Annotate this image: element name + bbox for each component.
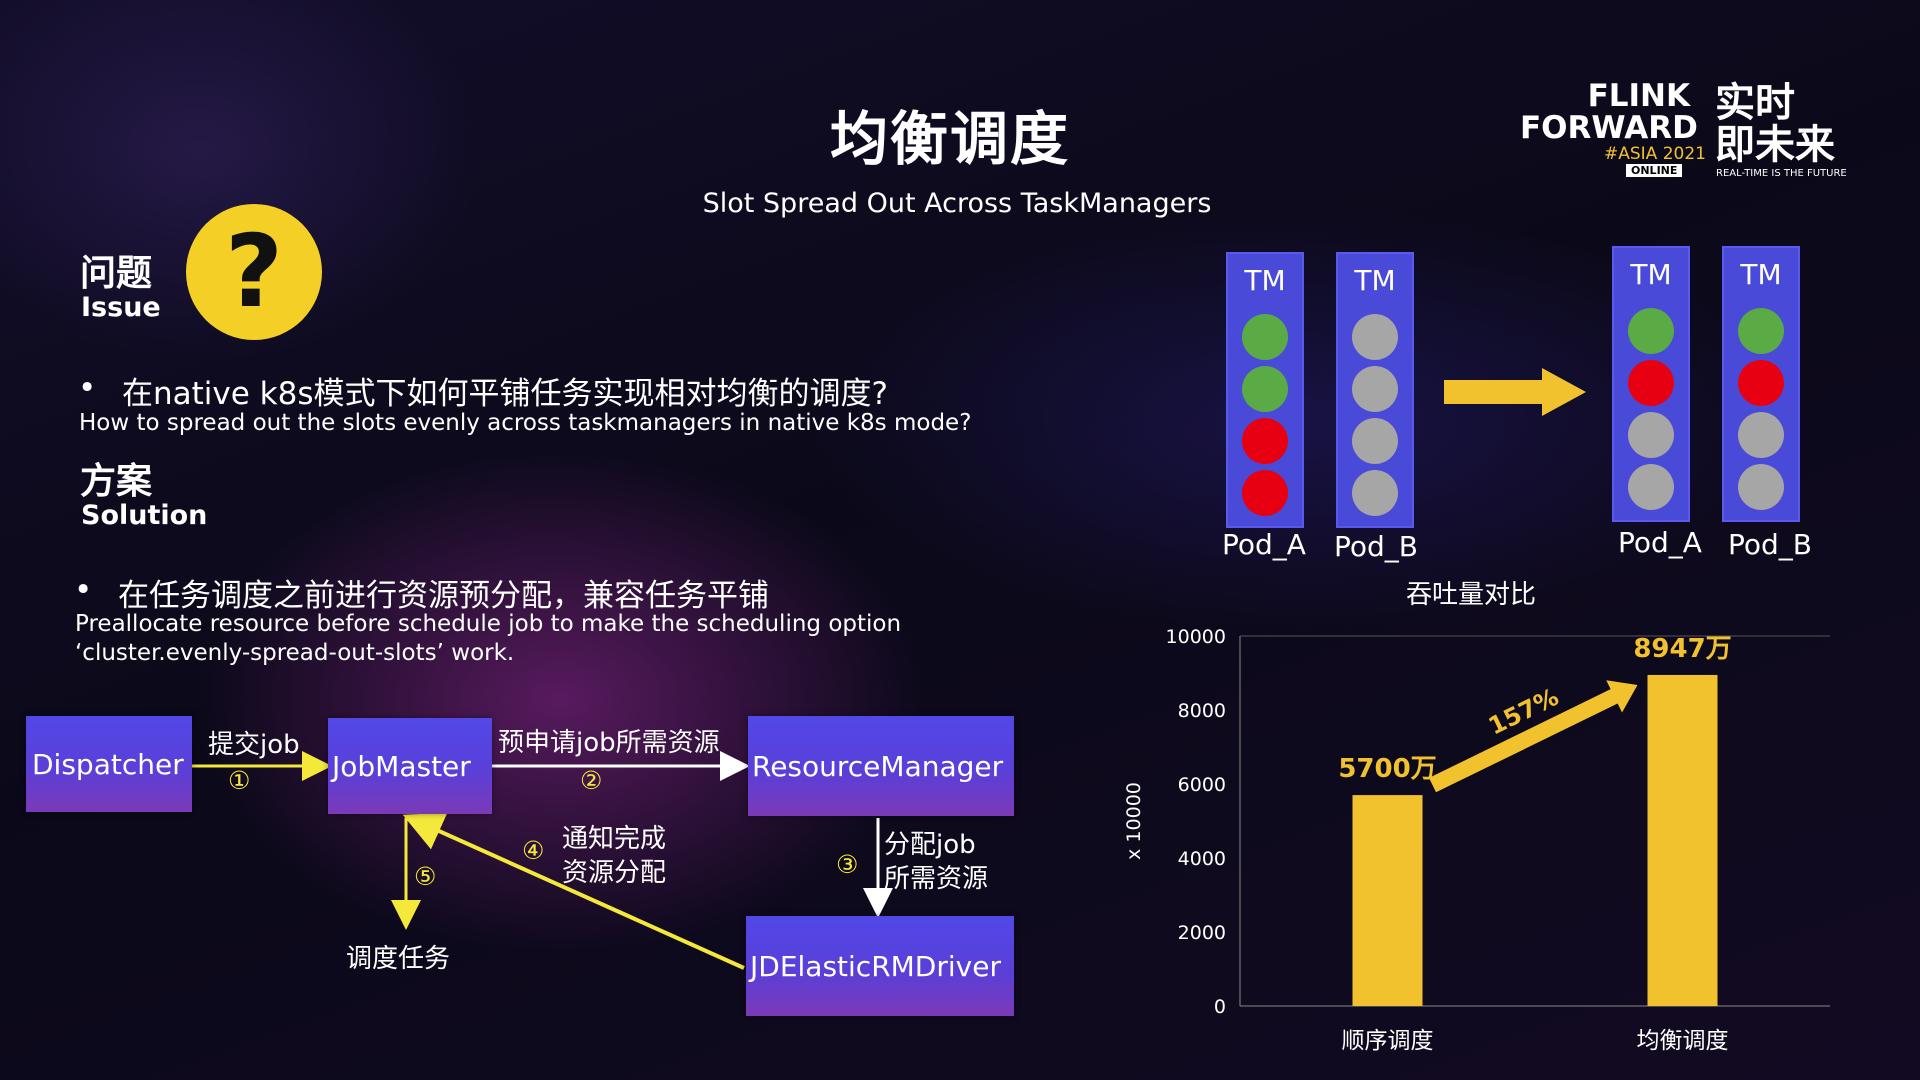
issue-heading-en: Issue (81, 292, 161, 323)
y-tick-label: 0 (1214, 996, 1226, 1018)
solution-text-cn: 在任务调度之前进行资源预分配，兼容任务平铺 (118, 578, 769, 614)
bar (1352, 795, 1423, 1006)
tm-label: TM (1630, 258, 1672, 291)
step4-label: 通知完成 资源分配 (562, 822, 666, 890)
step4-label-line2: 资源分配 (562, 858, 667, 888)
solution-text-en-line2: ‘cluster.evenly-spread-out-slots’ work. (75, 640, 515, 666)
logo-text: FLINK FORWARD (1520, 78, 1698, 146)
step4-number: ④ (522, 836, 545, 865)
logo-line1: FLINK (1587, 78, 1690, 114)
issue-text-cn: 在native k8s模式下如何平铺任务实现相对均衡的调度? (122, 376, 888, 412)
logo-online-badge: ONLINE (1626, 164, 1683, 177)
step5-label: 调度任务 (346, 944, 451, 974)
slot-gray-dot (1738, 412, 1784, 458)
slot-gray-dot (1352, 470, 1398, 516)
slot-red-dot (1242, 418, 1288, 464)
slot-green-dot (1242, 314, 1288, 360)
solution-bullet: • (74, 572, 93, 608)
issue-bullet: • (78, 370, 97, 406)
solution-heading-cn: 方案 (80, 461, 153, 502)
y-axis-label: x 10000 (1123, 782, 1145, 860)
issue-text-en: How to spread out the slots evenly acros… (79, 410, 972, 436)
slot-gray-dot (1352, 418, 1398, 464)
slot-gray-dot (1628, 464, 1674, 510)
pod-label-after-a: Pod_A (1618, 526, 1702, 559)
chart-title: 吞吐量对比 (1406, 580, 1537, 610)
transition-arrow-icon (1444, 368, 1586, 416)
slot-red-dot (1242, 470, 1288, 516)
tm-before-pod-b: TM (1336, 252, 1414, 528)
slot-gray-dot (1628, 412, 1674, 458)
tm-after-pod-a: TM (1612, 246, 1690, 522)
y-tick-label: 6000 (1178, 774, 1226, 796)
tm-label: TM (1354, 264, 1396, 297)
question-mark-icon: ? (186, 204, 322, 340)
jobmaster-box: JobMaster (328, 718, 492, 814)
y-tick-label: 2000 (1178, 922, 1226, 944)
x-category-label: 顺序调度 (1342, 1028, 1434, 1054)
bar (1647, 674, 1718, 1006)
issue-heading-cn: 问题 (80, 253, 153, 294)
step1-number: ① (228, 766, 251, 795)
logo-tagline: REAL-TIME IS THE FUTURE (1716, 168, 1847, 179)
tm-before-pod-a: TM (1226, 252, 1304, 528)
step2-number: ② (580, 766, 603, 795)
slot-green-dot (1738, 308, 1784, 354)
arrow-step4 (402, 812, 745, 970)
step3-label: 分配job 所需资源 (884, 828, 988, 896)
tm-after-pod-b: TM (1722, 246, 1800, 522)
slot-red-dot (1738, 360, 1784, 406)
tm-label: TM (1740, 258, 1782, 291)
pod-label-before-a: Pod_A (1222, 528, 1306, 561)
slot-green-dot (1242, 366, 1288, 412)
logo-cn-line2: 即未来 (1715, 122, 1835, 168)
step3-number: ③ (836, 850, 859, 879)
slot-gray-dot (1352, 314, 1398, 360)
logo-line2: FORWARD (1520, 110, 1698, 146)
step1-label: 提交job (208, 730, 300, 760)
flink-forward-logo: FLINK FORWARD #ASIA 2021 ONLINE 实时 即未来 R… (1520, 80, 1850, 190)
step4-label-line1: 通知完成 (562, 824, 667, 854)
page-subtitle: Slot Spread Out Across TaskManagers (702, 188, 1212, 219)
x-category-label: 均衡调度 (1637, 1028, 1729, 1054)
step3-label-line2: 所需资源 (884, 864, 989, 894)
jobmaster-label: JobMaster (332, 749, 471, 783)
dispatcher-box: Dispatcher (26, 716, 192, 812)
step3-label-line1: 分配job (884, 830, 976, 860)
solution-text-en-line1: Preallocate resource before schedule job… (75, 611, 902, 637)
rmdriver-box: JDElasticRMDriver (746, 916, 1014, 1016)
growth-arrow-icon: 157% (1428, 680, 1638, 793)
step5-number: ⑤ (414, 862, 437, 891)
y-tick-label: 8000 (1178, 700, 1226, 722)
dispatcher-label: Dispatcher (32, 747, 184, 781)
bar-data-label: 8947万 (1633, 634, 1731, 664)
slot-gray-dot (1738, 464, 1784, 510)
y-tick-label: 10000 (1166, 626, 1226, 648)
pod-label-after-b: Pod_B (1728, 528, 1812, 561)
page-title: 均衡调度 (829, 105, 1070, 173)
resourcemanager-label: ResourceManager (752, 749, 1004, 783)
slot-red-dot (1628, 360, 1674, 406)
rmdriver-label: JDElasticRMDriver (750, 949, 1001, 983)
step2-label: 预申请job所需资源 (498, 728, 720, 758)
slot-green-dot (1628, 308, 1674, 354)
logo-cn-text: 实时 即未来 (1715, 82, 1835, 166)
slot-gray-dot (1352, 366, 1398, 412)
resourcemanager-box: ResourceManager (748, 716, 1014, 816)
growth-arrow-shape (1428, 680, 1638, 793)
y-tick-label: 4000 (1178, 848, 1226, 870)
logo-asia: #ASIA 2021 (1604, 144, 1706, 164)
tm-label: TM (1244, 264, 1286, 297)
solution-heading-en: Solution (81, 500, 208, 531)
pod-label-before-b: Pod_B (1334, 530, 1418, 563)
bar-data-label: 5700万 (1338, 754, 1436, 784)
logo-cn-line1: 实时 (1715, 80, 1795, 126)
